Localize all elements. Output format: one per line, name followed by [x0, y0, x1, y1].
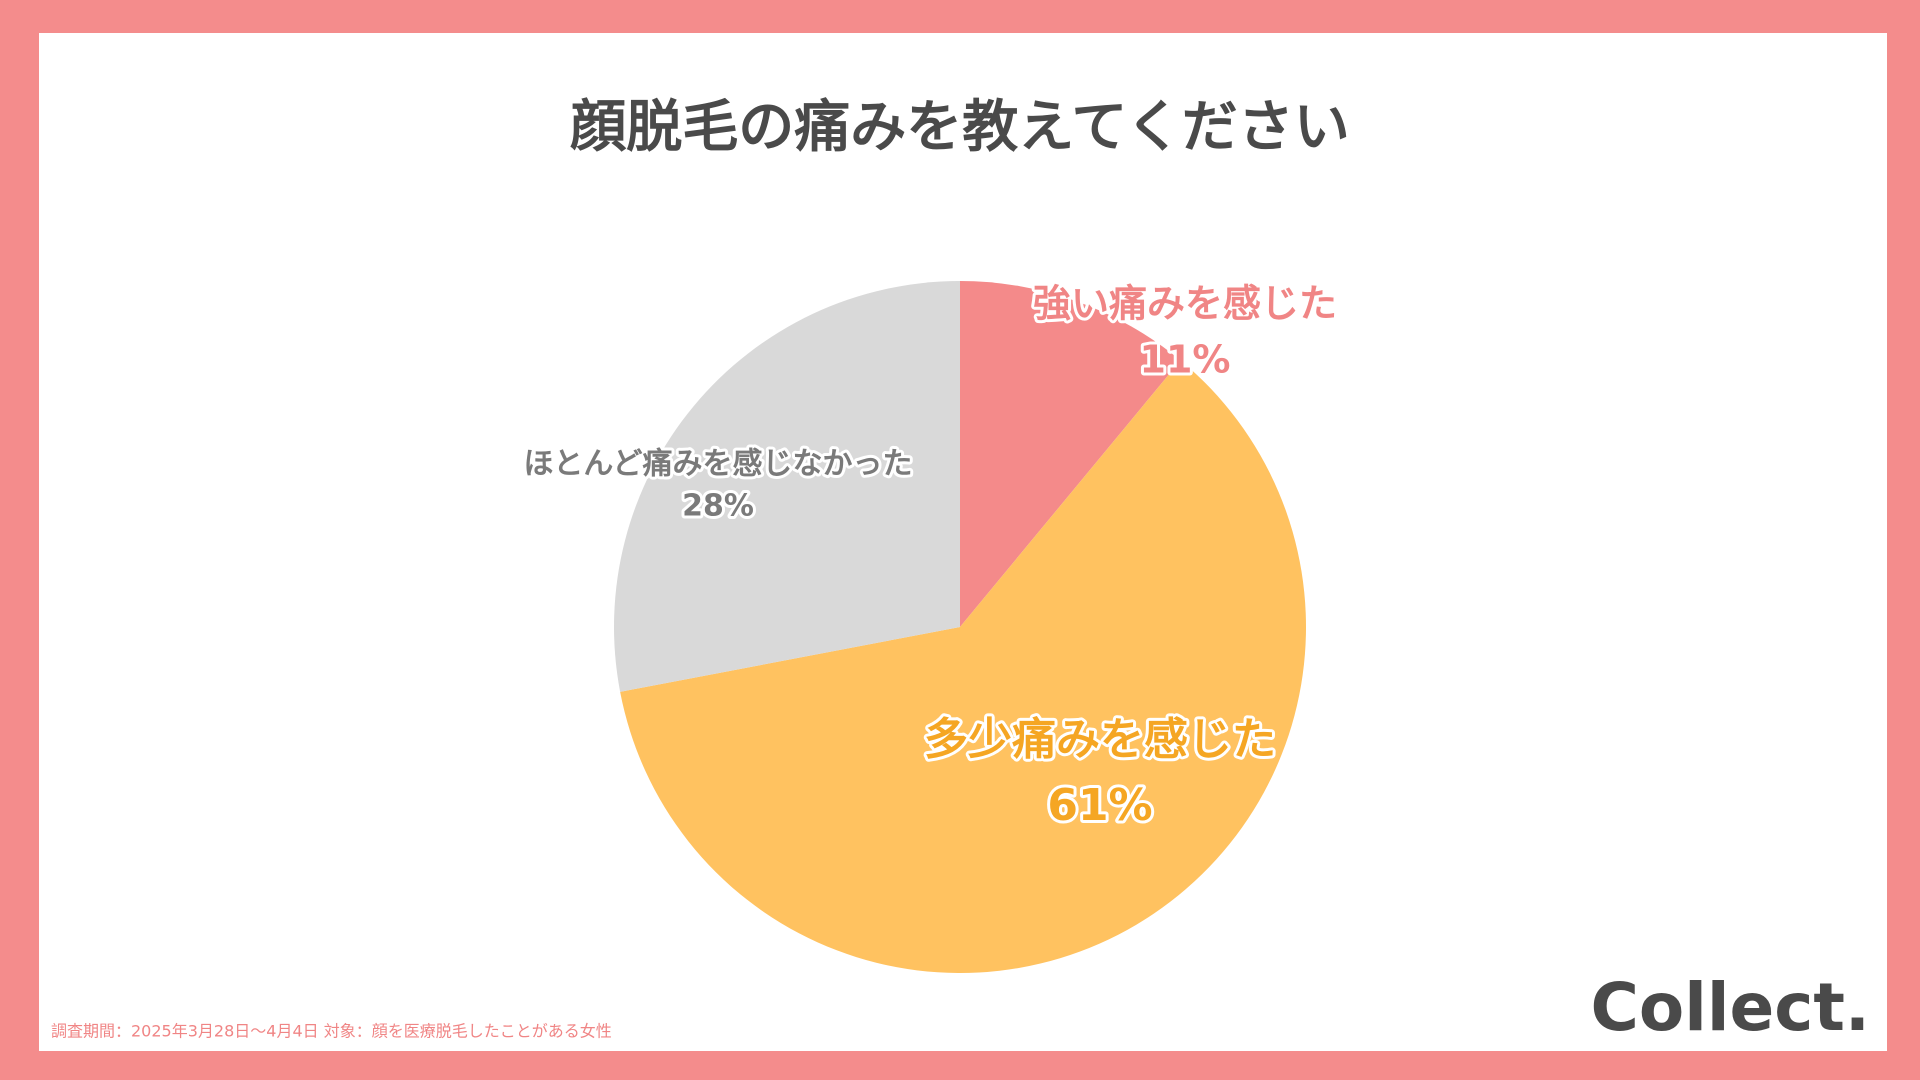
- footnote: 調査期間：2025年3月28日〜4月4日 対象：顔を医療脱毛したことがある女性: [51, 1022, 612, 1041]
- slice-label: ほとんど痛みを感じなかった: [523, 447, 912, 482]
- slice-value-label: 28%: [682, 489, 754, 524]
- brand-logo: Collect.: [1590, 969, 1870, 1046]
- pie-slice: [960, 281, 1181, 627]
- slice-label: 強い痛みを感じた: [1033, 282, 1337, 326]
- slice-label: 多少痛みを感じた: [924, 714, 1276, 765]
- pie-slice: [620, 360, 1306, 973]
- chart-title: 顔脱毛の痛みを教えてください: [570, 95, 1350, 160]
- pie-slice: [613, 281, 960, 692]
- slice-value-label: 61%: [1047, 780, 1152, 831]
- slice-value-label: 11%: [1140, 338, 1231, 382]
